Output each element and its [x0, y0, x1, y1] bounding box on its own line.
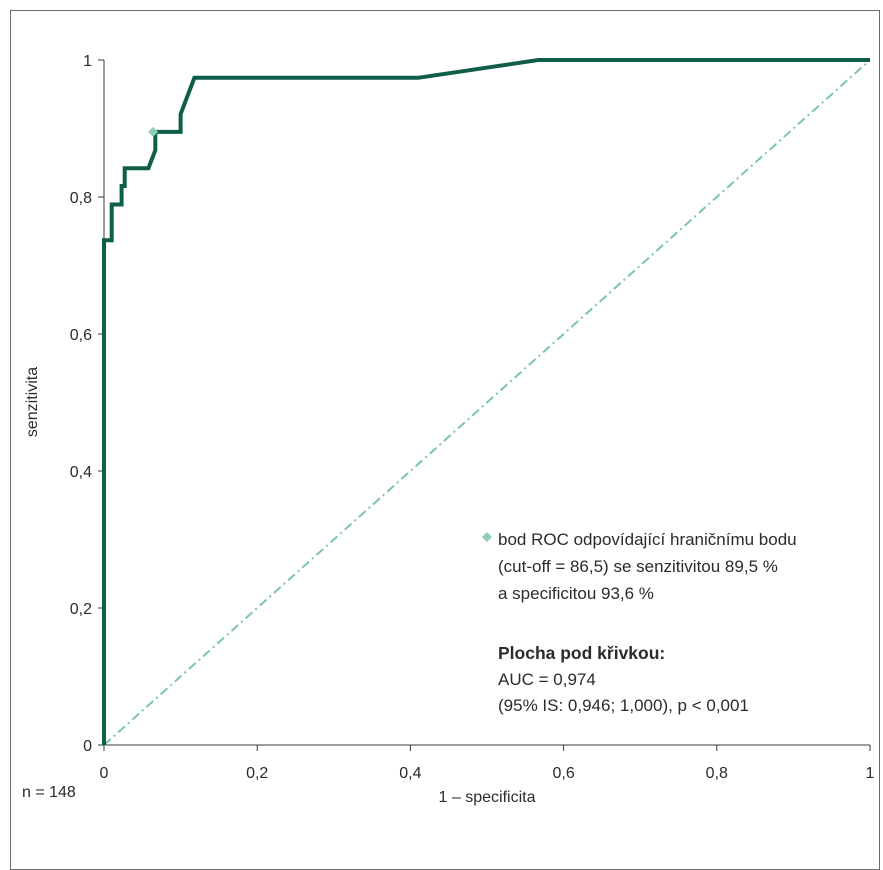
x-tick-label: 0,4 [399, 765, 421, 782]
auc-value: AUC = 0,974 [498, 670, 596, 689]
roc-curve-line [102, 58, 870, 745]
legend-line-3: a specificitou 93,6 % [498, 584, 654, 603]
x-tick-label: 1 [866, 765, 875, 782]
y-ticks: 0 0,2 0,4 0,6 0,8 1 [70, 53, 104, 755]
x-ticks: 0 0,2 0,4 0,6 0,8 1 [100, 745, 875, 782]
roc-chart: 0 0,2 0,4 0,6 0,8 1 0 0,2 0,4 0,6 0,8 1 1 – specif… [22, 53, 875, 806]
x-tick-label: 0 [100, 765, 109, 782]
legend: bod ROC odpovídající hraničnímu bodu (cu… [482, 530, 797, 715]
y-tick-label: 0,6 [70, 327, 92, 344]
legend-marker-icon [482, 532, 492, 542]
y-tick-label: 0 [83, 738, 92, 755]
x-tick-label: 0,6 [552, 765, 574, 782]
x-tick-label: 0,8 [706, 765, 728, 782]
legend-line-1: bod ROC odpovídající hraničnímu bodu [498, 530, 797, 549]
x-tick-label: 0,2 [246, 765, 268, 782]
cutoff-point-marker [148, 126, 159, 137]
y-tick-label: 0,8 [70, 190, 92, 207]
auc-title: Plocha pod křivkou: [498, 643, 665, 663]
auc-confidence-interval: (95% IS: 0,946; 1,000), p < 0,001 [498, 696, 749, 715]
y-tick-label: 0,2 [70, 601, 92, 618]
legend-line-2: (cut-off = 86,5) se senzitivitou 89,5 % [498, 557, 778, 576]
sample-size: n = 148 [22, 784, 76, 801]
y-axis-title: senzitivita [24, 367, 41, 437]
reference-diagonal-line [103, 59, 871, 746]
y-tick-label: 1 [83, 53, 92, 70]
y-tick-label: 0,4 [70, 464, 92, 481]
x-axis-title: 1 – specificita [439, 789, 536, 806]
